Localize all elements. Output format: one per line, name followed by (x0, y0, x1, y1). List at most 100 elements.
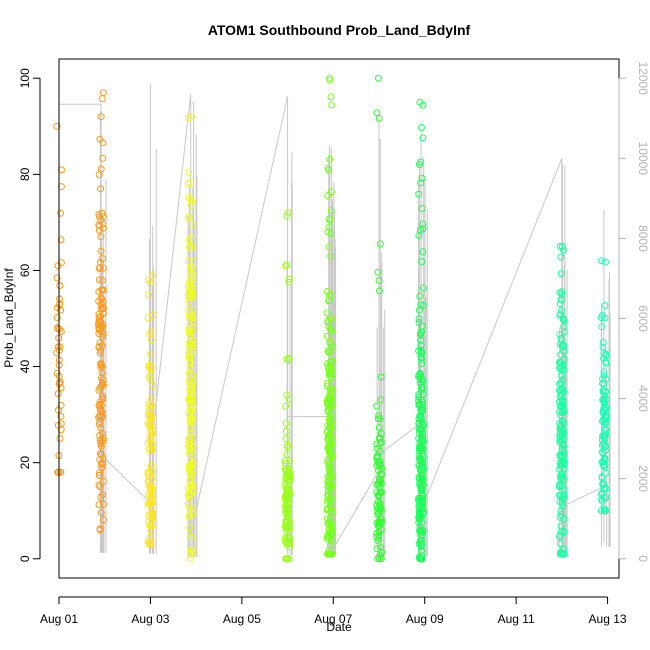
data-point (598, 257, 606, 265)
y-tick-label: 40 (18, 360, 32, 374)
data-point (419, 482, 427, 490)
data-point (185, 462, 193, 470)
data-point (601, 456, 609, 464)
data-point (97, 185, 105, 193)
y2-tick-label: 12000 (636, 62, 650, 96)
data-point (325, 243, 333, 251)
data-point (556, 540, 564, 547)
data-point (415, 540, 423, 548)
data-point (97, 305, 105, 313)
data-point (328, 451, 336, 459)
data-point (602, 388, 610, 396)
data-point (377, 462, 384, 470)
data-point (282, 427, 290, 435)
y-tick-label: 80 (18, 167, 32, 181)
data-point (417, 179, 425, 187)
data-point (325, 405, 333, 413)
data-point (417, 415, 425, 423)
data-point (599, 311, 606, 319)
data-point (328, 188, 335, 196)
data-point (96, 264, 104, 272)
data-point (598, 436, 606, 444)
data-point (96, 525, 104, 533)
data-point (558, 500, 566, 508)
y2-tick-label: 8000 (636, 225, 650, 252)
data-point (98, 286, 106, 294)
data-point (187, 424, 195, 432)
data-point (378, 548, 385, 556)
data-point (558, 243, 566, 250)
chart-title: ATOM1 Southbound Prob_Land_BdyInf (208, 22, 471, 38)
data-point (185, 449, 193, 457)
data-point (188, 483, 196, 491)
data-point (376, 240, 384, 248)
data-point (560, 442, 568, 450)
data-point (185, 502, 193, 510)
data-point (96, 135, 104, 143)
data-point (557, 296, 565, 304)
data-point (187, 269, 195, 277)
data-point (416, 306, 423, 314)
data-point (324, 379, 331, 387)
data-point (417, 376, 425, 384)
data-point (285, 555, 293, 563)
data-point (328, 439, 336, 447)
data-point (186, 342, 193, 350)
data-point (184, 114, 192, 122)
data-point (324, 228, 332, 236)
data-point (377, 555, 385, 563)
data-point (53, 349, 61, 357)
data-point (419, 101, 427, 109)
data-point (325, 463, 333, 471)
data-point (57, 183, 65, 191)
data-point (189, 458, 197, 466)
data-point (188, 413, 196, 421)
data-point (418, 540, 426, 548)
data-point (99, 154, 107, 162)
data-point (95, 386, 103, 394)
data-point (373, 529, 381, 537)
data-point (558, 459, 566, 467)
data-point (417, 353, 425, 361)
y-tick-label: 60 (18, 263, 32, 277)
data-point (95, 313, 103, 321)
data-point (188, 371, 196, 379)
series-aug-01-late (95, 89, 107, 534)
data-point (149, 311, 157, 319)
data-point (99, 309, 107, 317)
data-point (96, 339, 104, 347)
data-point (418, 174, 426, 182)
data-point (418, 386, 426, 394)
data-point (557, 522, 565, 530)
data-point (558, 288, 566, 296)
data-point (188, 384, 196, 392)
data-point (417, 408, 425, 416)
data-point (556, 300, 564, 308)
data-point (560, 366, 568, 374)
data-point (556, 331, 564, 338)
data-point (186, 287, 194, 295)
data-point (187, 470, 195, 478)
data-point (282, 402, 290, 410)
data-point (325, 223, 333, 231)
data-point (419, 220, 427, 228)
data-point (556, 419, 564, 427)
data-point (602, 396, 610, 403)
data-point (185, 513, 193, 520)
data-point (417, 466, 425, 474)
data-point (418, 547, 425, 555)
data-point (375, 522, 383, 530)
data-point (188, 533, 195, 541)
data-point (187, 196, 195, 204)
data-point (326, 515, 334, 523)
data-point (415, 190, 423, 198)
data-point (600, 371, 608, 379)
data-point (149, 511, 156, 519)
data-point (98, 95, 106, 103)
data-point (417, 341, 425, 349)
data-point (327, 473, 335, 481)
data-point (558, 474, 566, 482)
data-point (95, 402, 103, 410)
data-point (601, 507, 609, 515)
